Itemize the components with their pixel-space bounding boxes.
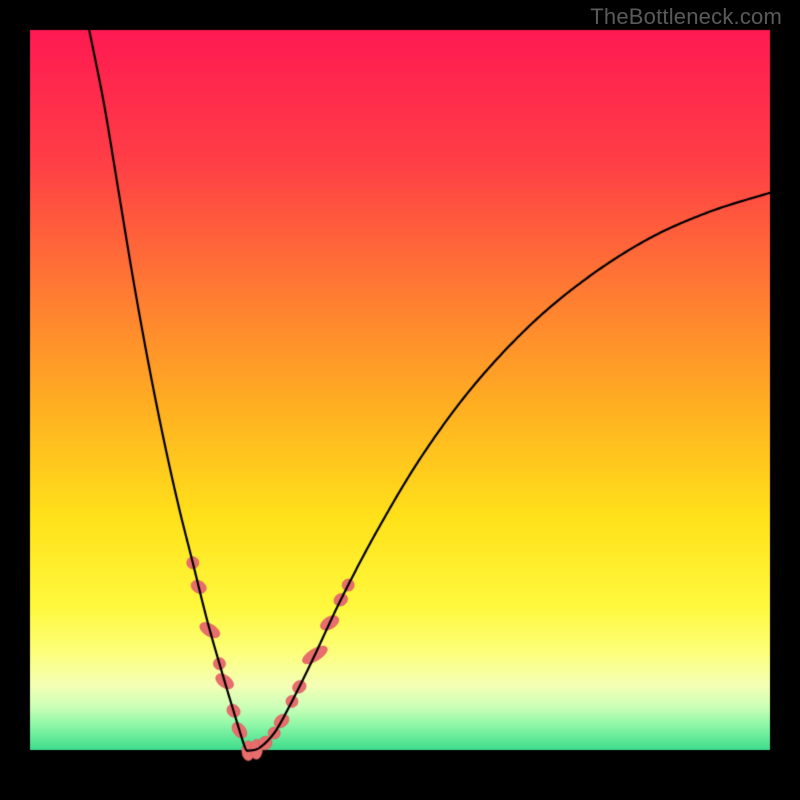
chart-canvas <box>0 0 800 800</box>
chart-stage: TheBottleneck.com <box>0 0 800 800</box>
